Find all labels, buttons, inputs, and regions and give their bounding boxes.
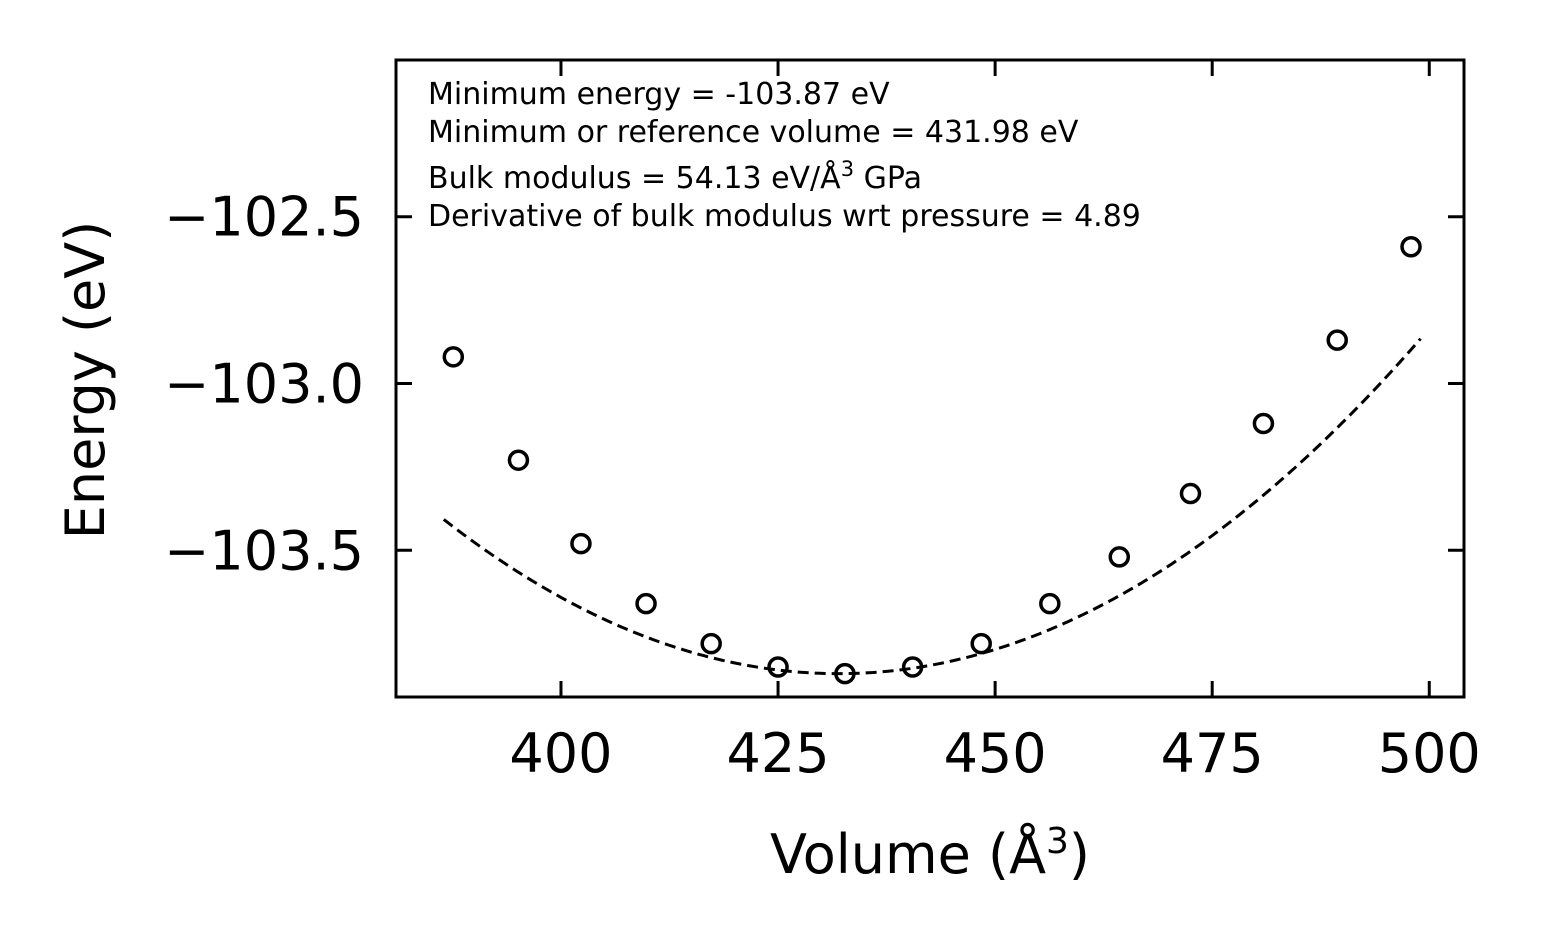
data-point (635, 592, 657, 615)
data-point (1400, 236, 1422, 258)
data-point (767, 656, 789, 678)
data-point (901, 656, 924, 678)
data-point (1039, 592, 1061, 615)
plot-frame (394, 58, 1466, 699)
x-axis-title: Volume (Å3) (770, 821, 1090, 886)
data-point (570, 532, 592, 555)
y-tick-label: −103.0 (164, 353, 364, 416)
fit-curve (442, 337, 1422, 676)
data-point (1252, 412, 1275, 435)
fit-parameters-annotation: Minimum energy = -103.87 eV Minimum or r… (428, 77, 1141, 234)
data-point (1108, 546, 1131, 568)
y-tick-label: −102.5 (164, 186, 364, 249)
x-tick-label: 400 (509, 722, 612, 785)
x-tick-label: 425 (727, 722, 830, 785)
x-axis-ticks: 400 425 450 475 500 (509, 60, 1481, 785)
annotation-bulk-modulus-derivative: Derivative of bulk modulus wrt pressure … (428, 199, 1141, 234)
data-point (970, 632, 992, 655)
fit-curve-layer (442, 337, 1422, 676)
data-points-layer (442, 236, 1422, 685)
data-point (507, 449, 530, 471)
x-tick-label: 450 (944, 722, 1047, 785)
annotation-reference-volume: Minimum or reference volume = 431.98 eV (428, 115, 1079, 150)
annotation-minimum-energy: Minimum energy = -103.87 eV (428, 77, 890, 112)
data-point (1326, 329, 1348, 351)
x-tick-label: 500 (1378, 722, 1481, 785)
y-axis-title: Energy (eV) (54, 221, 117, 540)
data-point (834, 662, 856, 685)
data-point (700, 632, 722, 655)
data-point (1179, 482, 1202, 505)
y-axis-ticks: −102.5 −103.0 −103.5 (164, 186, 1464, 582)
x-tick-label: 475 (1161, 722, 1264, 785)
y-tick-label: −103.5 (164, 519, 364, 582)
data-point (442, 346, 465, 368)
annotation-bulk-modulus: Bulk modulus = 54.13 eV/Å3 GPa (428, 157, 922, 196)
